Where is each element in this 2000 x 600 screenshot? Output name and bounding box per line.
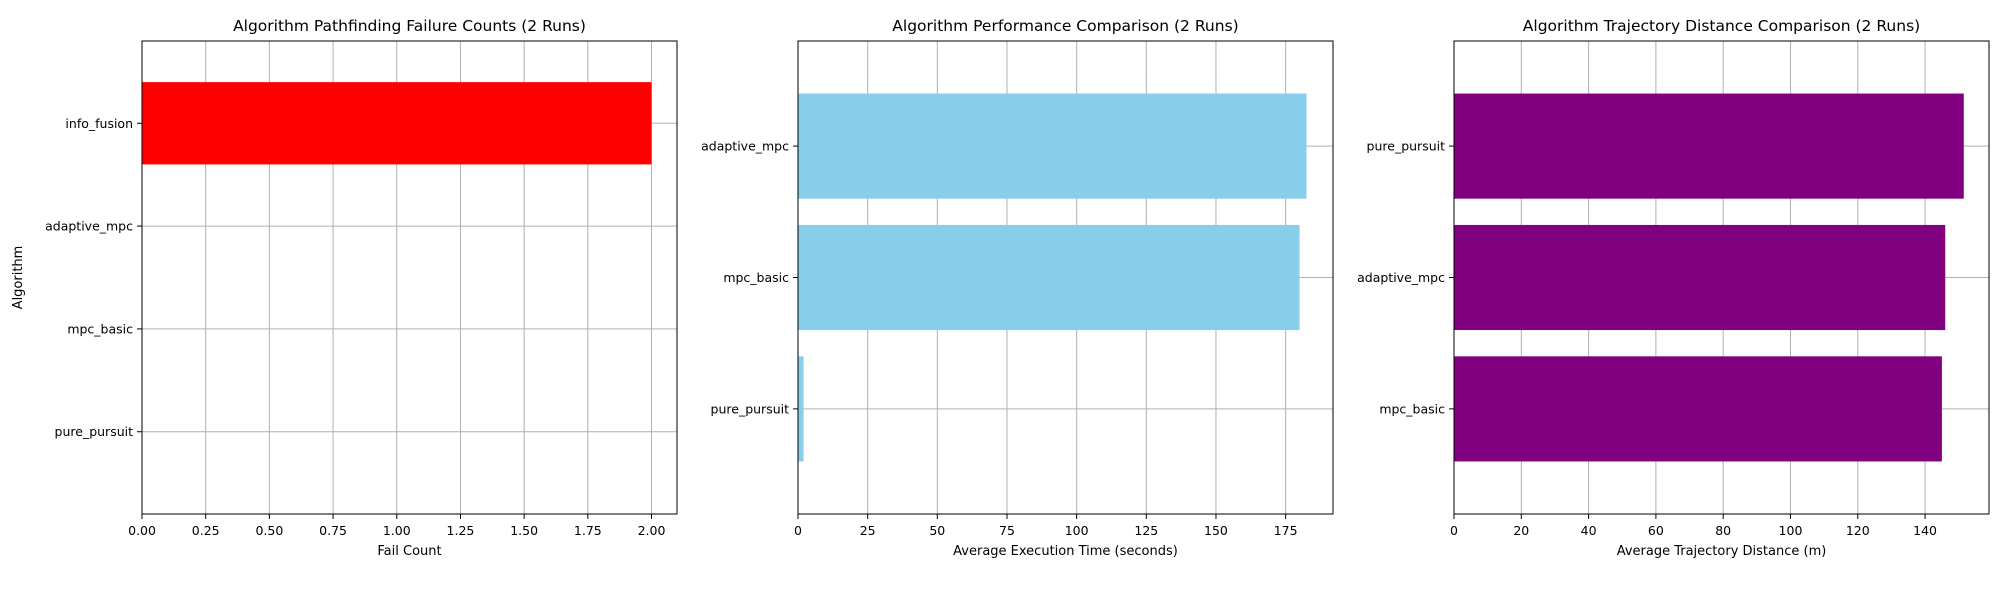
x-tick-label: 0 xyxy=(794,523,802,538)
bar-pure_pursuit xyxy=(798,356,804,462)
y-tick-label: mpc_basic xyxy=(723,270,789,285)
x-tick-label: 60 xyxy=(1648,523,1664,538)
bar-mpc_basic xyxy=(798,224,1300,331)
x-tick-label: 2.00 xyxy=(638,523,666,538)
bar-info_fusion xyxy=(142,82,652,165)
x-tick-label: 0.75 xyxy=(319,523,347,538)
x-axis-label: Average Execution Time (seconds) xyxy=(953,544,1178,559)
y-tick-label: mpc_basic xyxy=(1379,401,1445,416)
x-axis-label: Average Trajectory Distance (m) xyxy=(1617,544,1827,559)
chart-panel-3: 0 20 40 60 80 100 120 140 mpc_basic adaptive_mpc p… xyxy=(1357,17,1990,559)
x-tick-label: 1.25 xyxy=(447,523,475,538)
x-tick-label: 75 xyxy=(999,523,1015,538)
y-tick-label: adaptive_mpc xyxy=(45,219,133,234)
x-tick-label: 150 xyxy=(1204,523,1228,538)
plot-frame xyxy=(141,40,678,515)
y-tick-label: mpc_basic xyxy=(67,321,133,336)
x-tick-label: 0.50 xyxy=(255,523,283,538)
x-tick-label: 1.50 xyxy=(510,523,538,538)
x-tick-label: 0 xyxy=(1450,523,1458,538)
chart-title: Algorithm Performance Comparison (2 Runs… xyxy=(892,17,1238,35)
y-tick-label: adaptive_mpc xyxy=(1357,270,1445,285)
y-tick-label: pure_pursuit xyxy=(1367,139,1446,154)
x-tick-label: 0.25 xyxy=(192,523,220,538)
x-tick-label: 1.75 xyxy=(574,523,602,538)
y-tick-label: pure_pursuit xyxy=(711,401,790,416)
x-tick-label: 140 xyxy=(1913,523,1937,538)
chart-title: Algorithm Trajectory Distance Comparison… xyxy=(1523,17,1920,35)
x-tick-label: 100 xyxy=(1779,523,1803,538)
bar-adaptive_mpc xyxy=(798,93,1307,199)
y-axis-label: Algorithm xyxy=(11,246,26,310)
bar-adaptive_mpc xyxy=(1454,224,1946,331)
x-tick-label: 0.00 xyxy=(128,523,156,538)
x-tick-label: 120 xyxy=(1846,523,1870,538)
x-tick-label: 80 xyxy=(1715,523,1731,538)
x-axis-label: Fail Count xyxy=(377,544,441,559)
bar-pure_pursuit xyxy=(1454,93,1964,199)
x-tick-label: 20 xyxy=(1513,523,1529,538)
y-tick-label: pure_pursuit xyxy=(55,424,134,439)
x-tick-label: 100 xyxy=(1065,523,1089,538)
x-tick-label: 25 xyxy=(860,523,876,538)
bar-mpc_basic xyxy=(1454,356,1942,462)
x-tick-label: 1.00 xyxy=(383,523,411,538)
chart-title: Algorithm Pathfinding Failure Counts (2 … xyxy=(233,17,586,35)
chart-panel-2: 0 25 50 75 100 125 150 175 pure_pursuit mpc_basic… xyxy=(701,17,1334,559)
y-tick-label: adaptive_mpc xyxy=(701,139,789,154)
x-tick-label: 175 xyxy=(1274,523,1298,538)
x-tick-label: 125 xyxy=(1134,523,1158,538)
x-tick-label: 50 xyxy=(929,523,945,538)
x-tick-label: 40 xyxy=(1581,523,1597,538)
y-tick-label: info_fusion xyxy=(65,116,133,131)
chart-panel-1: 0.00 0.25 0.50 0.75 1.00 1.25 1.50 1.75 2.00 pure… xyxy=(11,17,678,559)
